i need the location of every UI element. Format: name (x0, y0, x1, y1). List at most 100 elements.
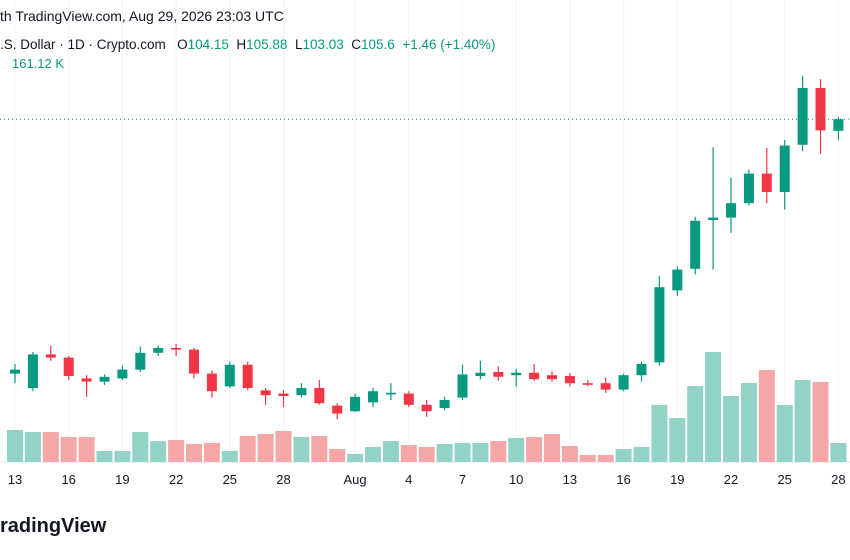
candle-body (224, 364, 235, 387)
candle-body (332, 405, 343, 414)
candle-body (815, 88, 826, 131)
volume-bar (293, 437, 310, 462)
brand-text: radingView (0, 515, 107, 537)
high: 105.88 (246, 37, 288, 52)
high-key: H (236, 37, 247, 52)
volume-bar (311, 436, 328, 462)
volume-bar (669, 418, 686, 462)
candle-body (10, 369, 20, 374)
candle-body (743, 173, 754, 204)
candle-body (135, 352, 146, 370)
candle-body (797, 88, 808, 145)
volume-bar (132, 432, 149, 462)
x-tick-label: 19 (115, 472, 129, 487)
x-tick-label: 7 (459, 472, 466, 487)
volume-bar (203, 442, 220, 462)
volume-bar (221, 450, 238, 462)
volume-bar (579, 454, 596, 462)
volume-bar (42, 432, 59, 462)
change-pct: (+1.40%) (440, 37, 496, 52)
candle-body (779, 145, 790, 192)
candle-body (296, 388, 307, 396)
volume-bar (633, 446, 650, 462)
volume-bar (723, 396, 739, 462)
candle-body (833, 119, 844, 131)
candle-body (403, 393, 414, 405)
candle-body (350, 396, 361, 412)
x-tick-label: 13 (563, 472, 577, 487)
volume-bar (687, 386, 704, 462)
x-tick-label: 4 (405, 472, 412, 487)
candle-body (708, 217, 719, 220)
x-tick-label: 13 (8, 472, 22, 487)
candle-body (206, 373, 217, 392)
open-key: O (177, 37, 188, 52)
candle-body (600, 383, 611, 390)
candle-body (654, 287, 665, 363)
volume-bar (382, 441, 399, 462)
source: th TradingView.com, Aug 29, 2026 23:03 U… (0, 8, 284, 24)
volume-bar (597, 454, 614, 462)
candle-body (421, 404, 432, 412)
candle-body (81, 378, 92, 382)
candle-body (439, 400, 450, 408)
low-key: L (294, 37, 303, 52)
candle-body (260, 390, 271, 396)
volume-bar (561, 446, 578, 462)
close: 105.6 (361, 37, 395, 52)
x-tick-label: 25 (223, 472, 237, 487)
volume-bar (78, 437, 95, 462)
candle-body (636, 364, 647, 376)
volume-bar (168, 440, 185, 462)
candle-body (45, 354, 56, 358)
volume-bar (794, 380, 811, 462)
volume-bar (508, 438, 525, 462)
volume-bar (257, 434, 274, 462)
symbol: .S. Dollar · 1D · Crypto.com (0, 37, 166, 52)
volume-value: 161.12 K (12, 56, 65, 71)
volume-bar (239, 436, 256, 462)
x-tick-label: 19 (670, 472, 684, 487)
volume-bar (114, 450, 131, 462)
x-tick-label: 28 (276, 472, 290, 487)
volume-bar (812, 382, 829, 462)
x-tick-label: 16 (61, 472, 75, 487)
volume-bar (60, 437, 77, 462)
volume-bar (418, 446, 435, 462)
volume-bar (705, 352, 722, 462)
candle-body (314, 388, 325, 404)
candle-body (475, 372, 486, 376)
candle-body (564, 376, 575, 384)
volume-legend: 161.12 K (12, 56, 64, 71)
x-tick-label: 22 (724, 472, 738, 487)
volume-bar (400, 444, 417, 462)
candle-body (171, 348, 182, 350)
volume-bar (776, 404, 793, 462)
candle-body (761, 173, 772, 192)
volume-bar (454, 442, 471, 462)
x-tick-label: 28 (831, 472, 845, 487)
x-tick-label: 10 (509, 472, 523, 487)
low: 103.03 (302, 37, 344, 52)
volume-bar (544, 434, 560, 462)
close-key: C (351, 37, 362, 52)
volume-bar (150, 441, 167, 462)
x-tick-label: 16 (616, 472, 630, 487)
candle-body (189, 349, 199, 374)
candle-body (529, 372, 540, 380)
candle-body (672, 269, 683, 291)
open: 104.15 (187, 37, 229, 52)
volume-bar (490, 441, 507, 462)
volume-bar (615, 449, 632, 462)
candle-body (547, 375, 557, 380)
candle-body (726, 203, 736, 218)
volume-bar (329, 449, 346, 462)
volume-bar (740, 382, 757, 462)
volume-bar (472, 442, 489, 462)
volume-bar (347, 454, 364, 462)
candle-body (690, 220, 701, 269)
volume-bar (830, 443, 847, 462)
candle-body (385, 392, 396, 395)
candle-body (511, 372, 522, 376)
